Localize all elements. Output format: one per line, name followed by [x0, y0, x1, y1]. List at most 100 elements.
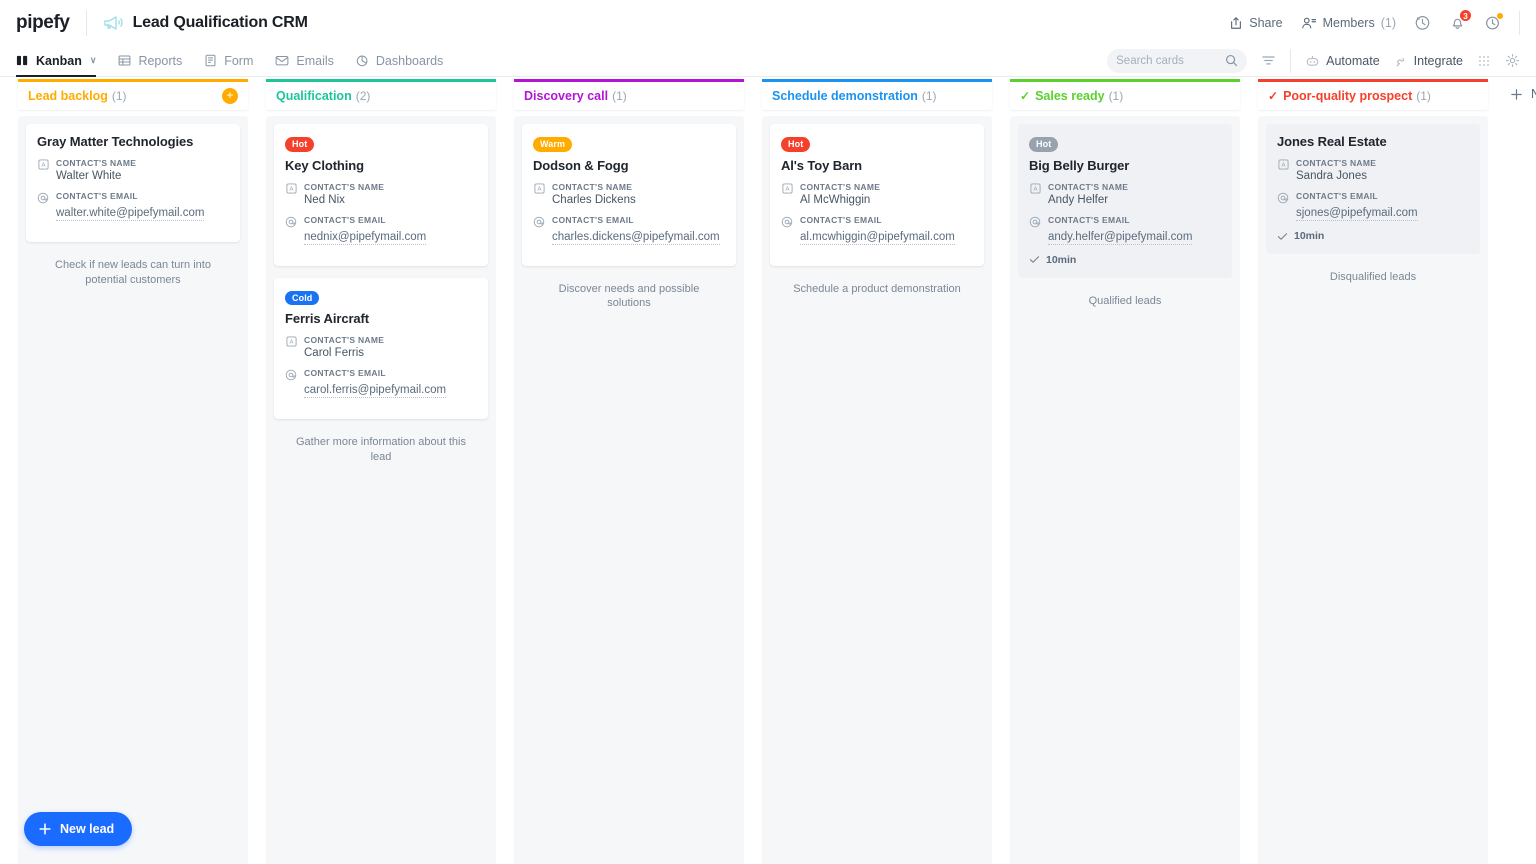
column-footnote: Gather more information about this lead [296, 436, 466, 463]
automate-button[interactable]: Automate [1305, 54, 1380, 68]
search-box[interactable] [1107, 48, 1248, 73]
person-field-icon: A [533, 182, 545, 206]
notification-badge: 3 [1459, 9, 1472, 22]
lead-card[interactable]: Hot Al's Toy Barn A CONTACT'S NAME Al McWhig… [770, 124, 984, 266]
contact-name-field: A CONTACT'S NAME Charles Dickens [533, 182, 725, 206]
field-value[interactable]: walter.white@pipefymail.com [56, 207, 205, 221]
column-body: Gray Matter Technologies A CONTACT'S NAME W… [18, 116, 248, 864]
column-header[interactable]: Discovery call (1) [514, 79, 744, 110]
column-header[interactable]: ✓ Poor-quality prospect (1) [1258, 79, 1488, 110]
field-label: CONTACT'S NAME [552, 181, 633, 192]
field-value[interactable]: carol.ferris@pipefymail.com [304, 384, 447, 398]
new-phase-button[interactable]: New phase [1510, 87, 1536, 101]
share-button[interactable]: Share [1229, 15, 1283, 30]
board-column: ✓ Poor-quality prospect (1) Jones Real Esta… [1258, 77, 1488, 864]
contact-name-field: A CONTACT'S NAME Al McWhiggin [781, 182, 973, 206]
add-card-button[interactable]: + [222, 88, 238, 104]
field-value[interactable]: al.mcwhiggin@pipefymail.com [800, 230, 955, 245]
field-label: CONTACT'S NAME [304, 181, 385, 192]
lead-card[interactable]: Cold Ferris Aircraft A CONTACT'S NAME Carol … [274, 277, 488, 419]
lead-card[interactable]: Warm Dodson & Fogg A CONTACT'S NAME Charles … [522, 124, 736, 266]
field-label: CONTACT'S EMAIL [552, 214, 634, 225]
contact-name-field: A CONTACT'S NAME Andy Helfer [1029, 182, 1221, 206]
tab-emails[interactable]: Emails [275, 45, 334, 76]
apps-grid-icon[interactable] [1477, 54, 1491, 68]
lead-card[interactable]: Hot Big Belly Burger A CONTACT'S NAME Andy H… [1018, 124, 1232, 278]
column-header[interactable]: Qualification (2) [266, 79, 496, 110]
column-header[interactable]: Schedule demonstration (1) [762, 79, 992, 110]
lead-card[interactable]: Hot Key Clothing A CONTACT'S NAME Ned Nix CON… [274, 124, 488, 266]
check-icon [1029, 256, 1040, 263]
field-label: CONTACT'S EMAIL [800, 214, 882, 225]
gear-icon[interactable] [1505, 53, 1520, 68]
status-dot [1496, 12, 1504, 20]
search-icon[interactable] [1225, 54, 1238, 67]
integrate-label: Integrate [1413, 53, 1463, 68]
at-sign-icon [285, 216, 297, 245]
at-sign-icon [285, 369, 297, 398]
new-lead-button[interactable]: New lead [24, 812, 133, 846]
lead-card[interactable]: Jones Real Estate A CONTACT'S NAME Sandra J… [1266, 124, 1480, 254]
field-value: Carol Ferris [304, 347, 365, 359]
members-label: Members [1322, 15, 1375, 30]
divider [1519, 10, 1520, 35]
check-icon: ✓ [1268, 89, 1279, 103]
members-button[interactable]: Members (1) [1301, 16, 1396, 30]
field-value[interactable]: andy.helfer@pipefymail.com [1048, 230, 1193, 245]
tab-kanban-label: Kanban [36, 53, 82, 68]
lead-card[interactable]: Gray Matter Technologies A CONTACT'S NAME W… [26, 124, 240, 242]
bell-icon[interactable]: 3 [1449, 9, 1472, 31]
tab-dashboards[interactable]: Dashboards [356, 45, 443, 76]
filter-icon[interactable] [1261, 54, 1276, 67]
share-label: Share [1249, 15, 1283, 30]
field-label: CONTACT'S EMAIL [1296, 191, 1378, 201]
plus-icon [39, 823, 51, 835]
share-icon [1229, 16, 1243, 30]
integrate-button[interactable]: Integrate [1394, 54, 1463, 68]
person-field-icon: A [1277, 159, 1289, 182]
field-value[interactable]: sjones@pipefymail.com [1296, 207, 1418, 221]
field-label: CONTACT'S NAME [56, 158, 137, 168]
tab-form[interactable]: Form [204, 45, 253, 76]
person-field-icon: A [781, 182, 793, 206]
column-footnote: Qualified leads [1088, 294, 1162, 307]
field-value[interactable]: nednix@pipefymail.com [304, 230, 427, 245]
column-body: Warm Dodson & Fogg A CONTACT'S NAME Charles … [514, 116, 744, 864]
search-input[interactable] [1116, 54, 1220, 67]
column-title: Sales ready [1035, 89, 1105, 103]
megaphone-icon [103, 15, 123, 31]
nav-actions: Automate Integrate [1107, 48, 1520, 73]
history-icon[interactable] [1414, 14, 1431, 31]
svg-text:A: A [41, 163, 45, 169]
field-value[interactable]: charles.dickens@pipefymail.com [552, 230, 720, 245]
nav-bar: Kanban ∨ Reports Form [0, 45, 1536, 77]
at-sign-icon [1029, 216, 1041, 245]
timer-icon[interactable] [1484, 12, 1504, 31]
svg-text:A: A [537, 186, 541, 192]
contact-email-field: CONTACT'S EMAIL walter.white@pipefymail.c… [37, 191, 229, 221]
svg-text:A: A [289, 186, 293, 192]
dashboards-icon [356, 54, 369, 67]
board-column: Qualification (2) Hot Key Clothing A CONTACT'… [266, 77, 496, 864]
column-body: Hot Key Clothing A CONTACT'S NAME Ned Nix CON… [266, 116, 496, 864]
chevron-down-icon[interactable]: ∨ [89, 55, 97, 65]
tab-reports[interactable]: Reports [118, 45, 182, 76]
at-sign-icon [533, 216, 545, 245]
tab-dashboards-label: Dashboards [375, 53, 444, 68]
status-badge: Warm [533, 137, 573, 152]
tab-emails-label: Emails [296, 53, 334, 68]
column-header[interactable]: Lead backlog (1) + [18, 79, 248, 110]
field-label: CONTACT'S NAME [304, 335, 385, 345]
robot-icon [1305, 54, 1320, 68]
column-count: (1) [111, 89, 127, 103]
emails-icon [275, 54, 289, 67]
card-timer: 10min [1029, 254, 1221, 266]
at-sign-icon [1277, 192, 1289, 221]
card-title: Gray Matter Technologies [37, 134, 194, 149]
tab-kanban[interactable]: Kanban ∨ [16, 45, 97, 77]
top-bar: pipefy Lead Qualification CRM Share [0, 0, 1536, 45]
field-value: Sandra Jones [1296, 170, 1367, 182]
at-sign-icon [37, 192, 49, 221]
pipefy-logo[interactable]: pipefy [16, 11, 70, 33]
column-header[interactable]: ✓ Sales ready (1) [1010, 79, 1240, 110]
